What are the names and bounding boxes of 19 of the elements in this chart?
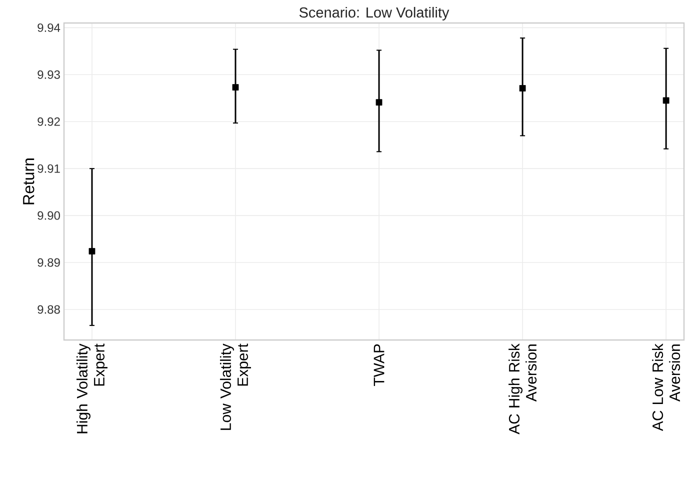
chart-title: Scenario: Low Volatility [299,6,450,20]
y-tick-label: 9.88 [38,305,60,314]
point [519,85,526,92]
y-tick-label: 9.94 [38,23,60,32]
y-tick-label: 9.91 [38,164,60,173]
y-axis-title: Return [23,158,34,204]
point [232,84,239,91]
x-tick-label: TWAP [374,344,384,386]
x-tick-label: High Volatility Expert [76,344,108,434]
point [662,97,670,104]
x-tick-label: Low Volatility Expert [220,344,251,430]
x-tick-label: AC High Risk Aversion [508,344,537,434]
point [88,248,96,254]
y-tick-label: 9.92 [38,117,60,126]
y-tick-label: 9.89 [38,258,60,267]
x-tick-label: AC Low Risk Aversion [652,344,680,432]
y-tick-label: 9.90 [38,211,60,220]
point [376,99,382,106]
y-tick-label: 9.93 [38,70,60,79]
